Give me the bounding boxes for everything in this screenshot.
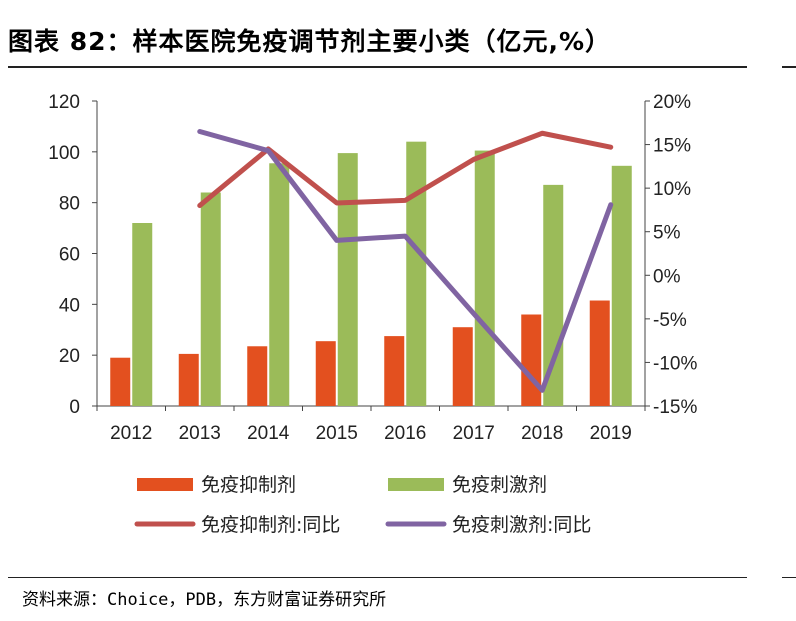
y-left-tick-label: 20 xyxy=(59,346,80,367)
y-right-tick-label: -10% xyxy=(653,353,697,374)
chart-lines xyxy=(197,129,614,393)
y-left-tick-label: 60 xyxy=(59,245,80,266)
bar-immunostimulant xyxy=(132,223,153,406)
bar-immunosuppressant xyxy=(315,341,336,406)
bar-immunostimulant xyxy=(200,192,221,406)
y-left-tick-label: 0 xyxy=(69,397,80,418)
line-immunostimulant-yoy xyxy=(197,129,614,393)
bar-immunostimulant xyxy=(611,165,632,406)
legend-swatch xyxy=(388,478,444,491)
bar-immunosuppressant xyxy=(521,314,542,406)
y-right-tick-label: -15% xyxy=(653,397,697,418)
y-left-tick-label: 40 xyxy=(59,295,80,316)
chart-axes: 0 20 40 60 80 100 120 -15% -10% -5% 0% 5% 10% 15% 20% 2… xyxy=(48,92,697,444)
legend-label: 免疫刺激剂:同比 xyxy=(452,514,591,536)
bar-immunosuppressant xyxy=(384,336,405,406)
bar-immunostimulant xyxy=(406,141,427,406)
bar-immunosuppressant xyxy=(178,353,199,406)
legend-label: 免疫抑制剂 xyxy=(201,474,296,496)
x-tick-label: 2014 xyxy=(247,423,290,444)
x-tick-label: 2018 xyxy=(521,423,563,444)
legend-label: 免疫刺激剂 xyxy=(452,474,547,496)
y-right-tick-label: 5% xyxy=(653,223,681,244)
x-tick-label: 2013 xyxy=(179,423,221,444)
bar-immunosuppressant xyxy=(247,346,268,406)
title-rule xyxy=(8,66,747,68)
x-tick-label: 2012 xyxy=(110,423,152,444)
legend-label: 免疫抑制剂:同比 xyxy=(201,514,340,536)
bar-immunosuppressant xyxy=(110,357,131,406)
chart-title: 图表 82：样本医院免疫调节剂主要小类（亿元,%） xyxy=(8,27,612,56)
bar-immunostimulant xyxy=(474,150,495,406)
y-right-tick-label: 0% xyxy=(653,266,681,287)
legend-swatch xyxy=(137,478,193,491)
y-right-tick-label: 15% xyxy=(653,136,691,157)
y-right-tick-label: -5% xyxy=(653,310,687,331)
source-note: 资料来源：Choice，PDB，东方财富证券研究所 xyxy=(22,590,387,610)
y-left-tick-label: 120 xyxy=(48,92,80,113)
x-tick-label: 2019 xyxy=(590,423,632,444)
x-tick-label: 2015 xyxy=(316,423,358,444)
title-rule-right xyxy=(782,66,796,68)
x-tick-label: 2017 xyxy=(453,423,495,444)
y-left-tick-label: 100 xyxy=(48,143,80,164)
x-tick-label: 2016 xyxy=(384,423,426,444)
source-rule-right xyxy=(782,577,796,578)
source-rule xyxy=(8,577,747,578)
y-right-tick-label: 20% xyxy=(653,92,691,113)
y-right-tick-label: 10% xyxy=(653,179,691,200)
bar-immunosuppressant xyxy=(589,300,610,406)
y-left-tick-label: 80 xyxy=(59,194,80,215)
bar-immunosuppressant xyxy=(452,327,473,406)
bar-immunostimulant xyxy=(337,153,358,406)
bar-immunostimulant xyxy=(269,163,290,406)
chart-bars xyxy=(110,141,632,406)
